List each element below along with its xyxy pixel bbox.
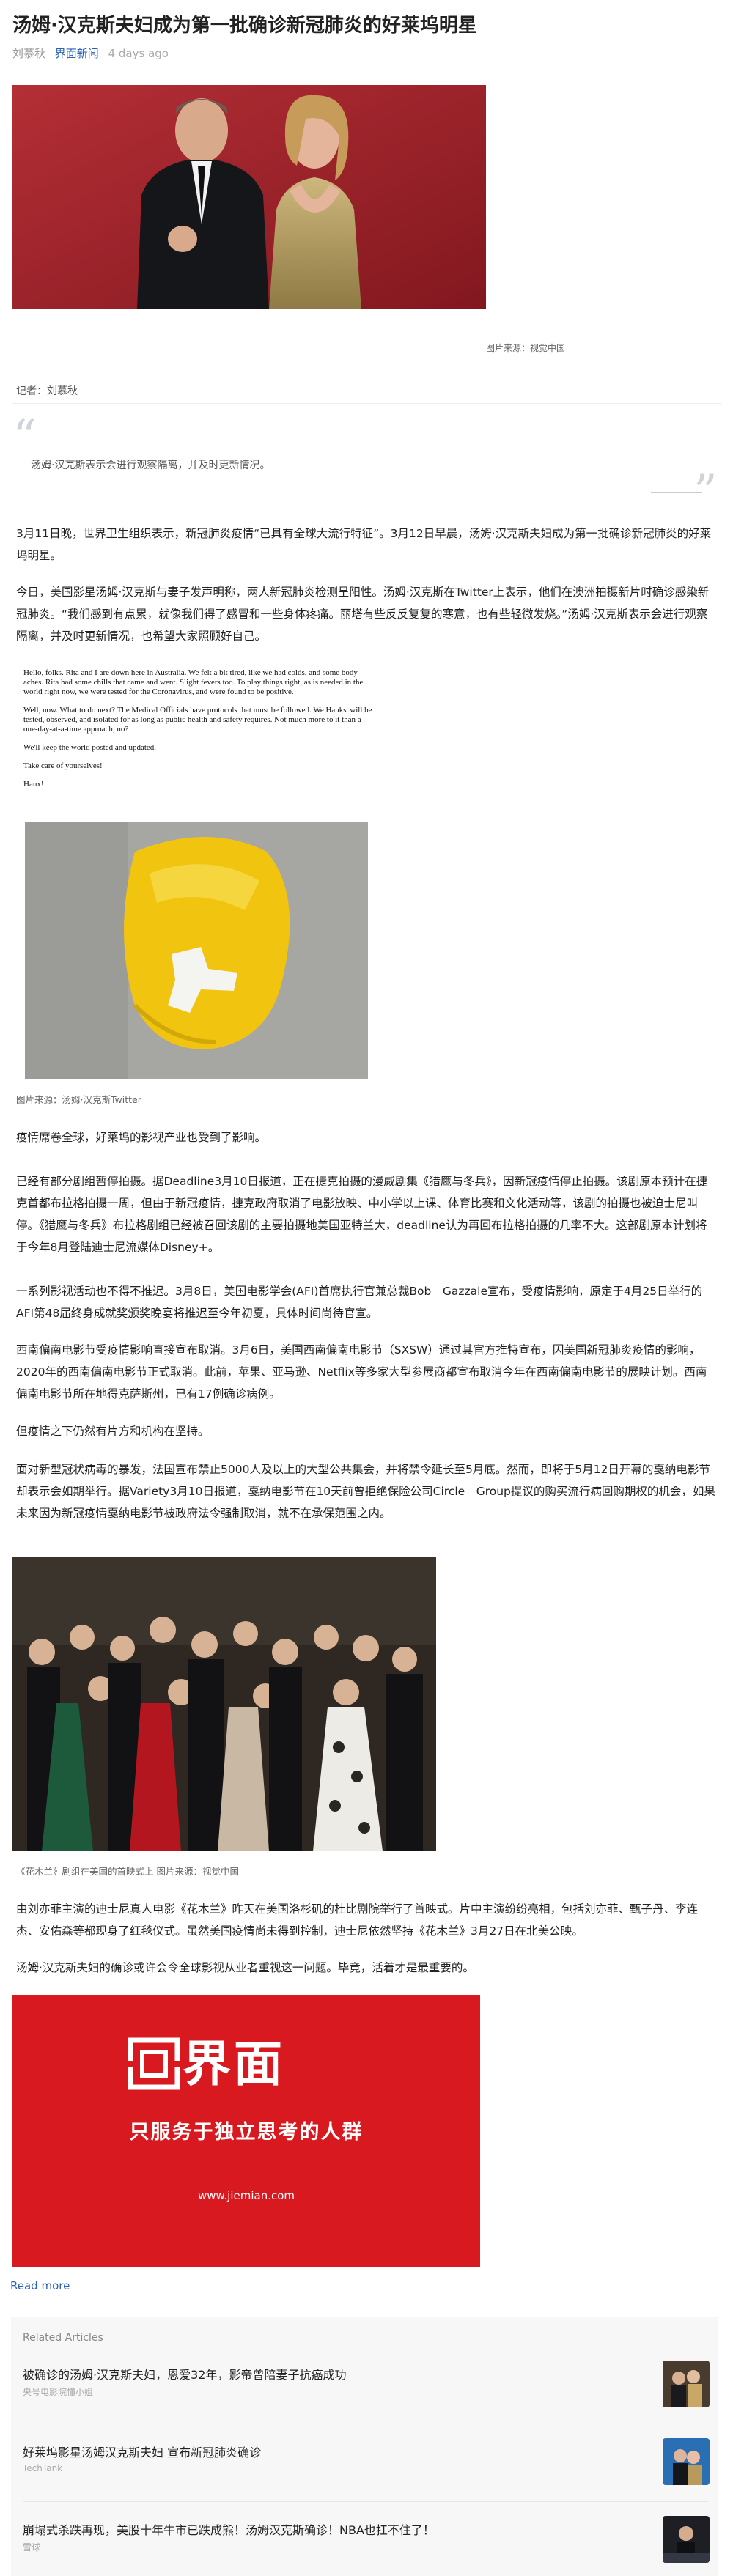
paragraph: 西南偏南电影节受疫情影响直接宣布取消。3月6日，美国西南偏南电影节（SXSW）通… xyxy=(16,1343,707,1400)
author-name[interactable]: 刘慕秋 xyxy=(12,47,46,60)
hero-caption: 图片来源：视觉中国 xyxy=(486,343,566,353)
source-link[interactable]: 界面新闻 xyxy=(54,47,99,60)
paragraph: 一系列影视活动也不得不推迟。3月8日，美国电影学会(AFI)首席执行官兼总裁Bo… xyxy=(16,1285,703,1320)
quote-close-icon: ” xyxy=(693,465,718,520)
tweet-line: Take care of yourselves! xyxy=(23,761,103,770)
tweet-text-image: Hello, folks. Rita and I are down here i… xyxy=(23,668,375,798)
paragraph: 已经有部分剧组暂停拍摄。据Deadline3月10日报道，正在捷克拍摄的漫威剧集… xyxy=(16,1175,708,1254)
quote-open-icon: “ xyxy=(12,410,37,465)
read-more-link[interactable]: Read more xyxy=(10,2279,70,2292)
article-summary: 汤姆·汉克斯表示会进行观察隔离，并及时更新情况。 xyxy=(31,460,270,471)
paragraph: 今日，美国影星汤姆·汉克斯与妻子发声明称，两人新冠肺炎检测呈阳性。汤姆·汉克斯在… xyxy=(16,586,710,643)
quote-divider xyxy=(651,492,702,493)
publish-time: 4 days ago xyxy=(108,47,169,60)
tweet-photo xyxy=(25,822,368,1079)
related-title[interactable]: 被确诊的汤姆·汉克斯夫妇，恩爱32年，影帝曾陪妻子抗癌成功 xyxy=(23,2368,347,2382)
divider xyxy=(12,403,721,404)
related-thumbnail[interactable] xyxy=(663,2516,710,2563)
paragraph: 但疫情之下仍然有片方和机构在坚持。 xyxy=(16,1425,210,1438)
related-item[interactable]: 崩塌式杀跌再现，美股十年牛市已跌成熊！汤姆汉克斯确诊！NBA也扛不住了！ 雪球 xyxy=(23,2516,710,2572)
ad-url: www.jiemian.com xyxy=(197,2189,295,2202)
premiere-photo xyxy=(12,1557,436,1851)
paragraph: 面对新型冠状病毒的暴发，法国宣布禁止5000人及以上的大型公共集会，并将禁令延长… xyxy=(16,1463,715,1520)
paragraph: 3月11日晚，世界卫生组织表示，新冠肺炎疫情“已具有全球大流行特征”。3月12日… xyxy=(16,527,712,562)
paragraph: 疫情席卷全球，好莱坞的影视产业也受到了影响。 xyxy=(16,1131,267,1144)
hero-photo xyxy=(12,85,486,309)
tweet-caption: 图片来源：汤姆·汉克斯Twitter xyxy=(16,1094,141,1105)
tweet-line: Hanx! xyxy=(23,780,44,789)
related-source: TechTank xyxy=(23,2463,63,2473)
jiemian-logo-icon xyxy=(128,2037,180,2090)
related-title[interactable]: 崩塌式杀跌再现，美股十年牛市已跌成熊！汤姆汉克斯确诊！NBA也扛不住了！ xyxy=(23,2523,435,2537)
premiere-caption: 《花木兰》剧组在美国的首映式上 图片来源：视觉中国 xyxy=(16,1866,239,1877)
related-item[interactable]: 好莱坞影星汤姆汉克斯夫妇 宣布新冠肺炎确诊 TechTank xyxy=(23,2438,710,2494)
tweet-line: We'll keep the world posted and updated. xyxy=(23,743,157,752)
related-title[interactable]: 好莱坞影星汤姆汉克斯夫妇 宣布新冠肺炎确诊 xyxy=(23,2446,262,2459)
related-thumbnail[interactable] xyxy=(663,2438,710,2485)
related-divider xyxy=(23,2501,708,2502)
related-item[interactable]: 被确诊的汤姆·汉克斯夫妇，恩爱32年，影帝曾陪妻子抗癌成功 央号电影院懂小姐 xyxy=(23,2361,710,2416)
ad-slogan: 只服务于独立思考的人群 xyxy=(129,2121,364,2144)
jiemian-ad-banner[interactable]: 界面 只服务于独立思考的人群 www.jiemian.com xyxy=(12,1995,480,2267)
paragraph: 由刘亦菲主演的迪士尼真人电影《花木兰》昨天在美国洛杉矶的杜比剧院举行了首映式。片… xyxy=(16,1903,699,1938)
related-source: 雪球 xyxy=(23,2542,41,2553)
tweet-line: Well, now. What to do next? The Medical … xyxy=(23,706,372,734)
paragraph: 汤姆·汉克斯夫妇的确诊或许会令全球影视从业者重视这一问题。毕竟，活着才是最重要的… xyxy=(16,1961,474,1974)
related-articles: Related Articles 被确诊的汤姆·汉克斯夫妇，恩爱32年，影帝曾陪… xyxy=(11,2317,718,2576)
tweet-line: Hello, folks. Rita and I are down here i… xyxy=(23,668,364,696)
article-title: 汤姆·汉克斯夫妇成为第一批确诊新冠肺炎的好莱坞明星 xyxy=(12,15,477,37)
related-heading: Related Articles xyxy=(23,2332,103,2344)
article-meta: 刘慕秋 界面新闻 4 days ago xyxy=(12,45,169,62)
related-source: 央号电影院懂小姐 xyxy=(23,2387,94,2397)
reporter-line: 记者：刘慕秋 xyxy=(16,385,78,397)
ad-brand: 界面 xyxy=(183,2036,285,2092)
related-thumbnail[interactable] xyxy=(663,2361,710,2407)
